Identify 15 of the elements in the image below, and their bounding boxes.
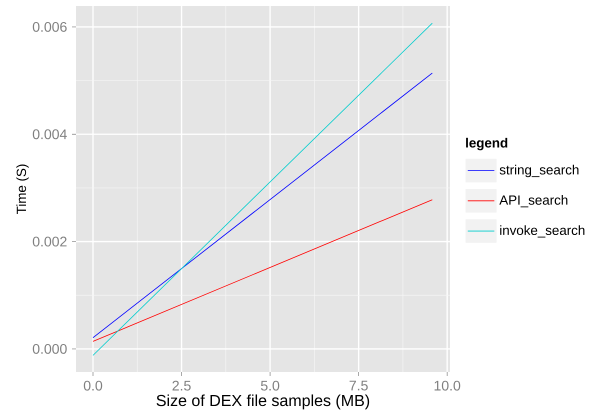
legend-label: API_search xyxy=(499,194,568,208)
y-tick-label: 0.006 xyxy=(32,22,67,32)
legend-label: string_search xyxy=(500,164,578,178)
y-tick-label: 0.002 xyxy=(32,236,67,247)
x-tick-label: 2.5 xyxy=(172,380,191,391)
y-tick-label: 0.000 xyxy=(32,344,67,354)
x-axis-title: Size of DEX file samples (MB) xyxy=(156,394,370,410)
x-tick-label: 7.5 xyxy=(350,380,368,390)
y-axis-title: Time (S) xyxy=(16,164,29,214)
legend-label: invoke_search xyxy=(500,225,584,238)
x-tick-label: 0.0 xyxy=(84,380,102,391)
x-tick-label: 10.0 xyxy=(434,380,460,391)
y-tick-label: 0.004 xyxy=(32,129,67,140)
legend-title: legend xyxy=(466,138,508,150)
x-tick-label: 5.0 xyxy=(260,380,280,391)
